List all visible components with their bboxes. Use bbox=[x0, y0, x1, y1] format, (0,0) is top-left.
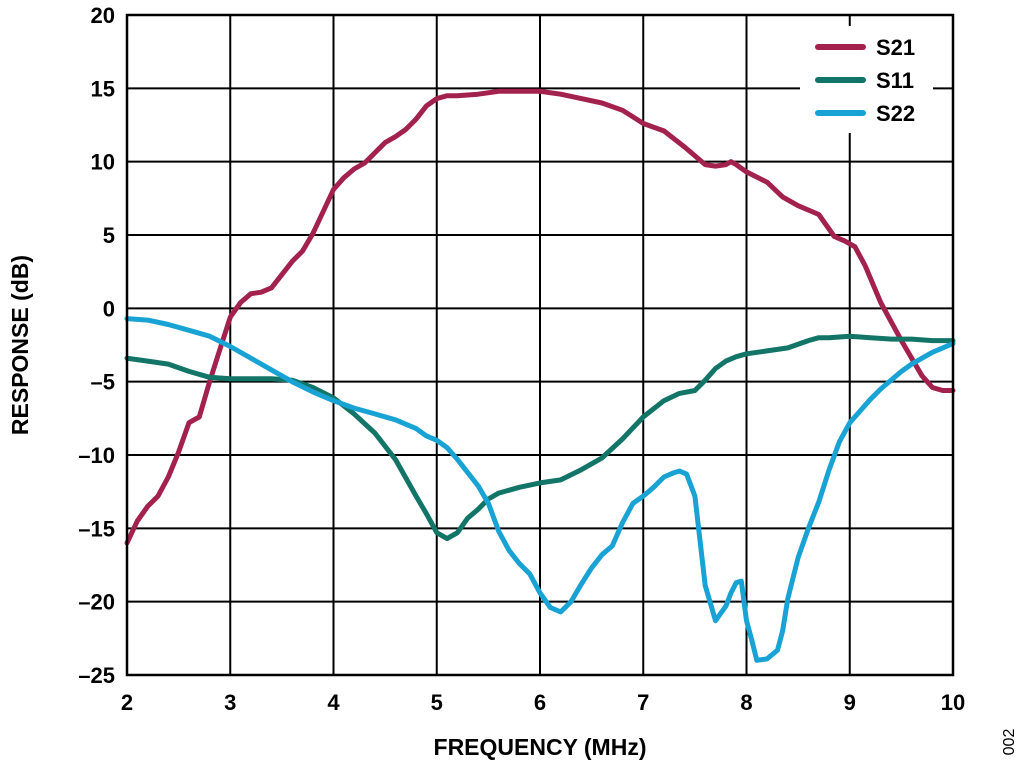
series-line-s21 bbox=[124, 88, 956, 546]
x-tick-label: 10 bbox=[941, 690, 965, 715]
y-tick-label: 5 bbox=[103, 223, 115, 248]
y-tick-label: 0 bbox=[103, 296, 115, 321]
y-tick-label: –10 bbox=[78, 443, 115, 468]
x-axis-title: FREQUENCY (MHz) bbox=[434, 734, 647, 760]
y-tick-label: –20 bbox=[78, 590, 115, 615]
legend: S21 S11 S22 bbox=[815, 35, 915, 126]
series-line-s22 bbox=[124, 316, 956, 663]
x-tick-label: 9 bbox=[844, 690, 856, 715]
legend-label-s21: S21 bbox=[876, 35, 915, 60]
x-tick-label: 8 bbox=[740, 690, 752, 715]
y-tick-label: 10 bbox=[91, 150, 115, 175]
plot-frame bbox=[125, 13, 955, 677]
y-tick-label: 15 bbox=[91, 76, 115, 101]
x-tick-label: 2 bbox=[121, 690, 133, 715]
x-tick-label: 4 bbox=[327, 690, 340, 715]
figure-id: 002 bbox=[1001, 729, 1018, 756]
y-tick-label: –5 bbox=[91, 370, 115, 395]
x-tick-label: 3 bbox=[224, 690, 236, 715]
legend-label-s22: S22 bbox=[876, 101, 915, 126]
legend-label-s11: S11 bbox=[876, 68, 914, 93]
tick-labels: 2 3 4 5 6 7 8 9 10 20 15 10 5 0 –5 –10 –15 –20 –25 bbox=[78, 3, 965, 715]
y-tick-label: 20 bbox=[91, 3, 115, 28]
y-tick-label: –15 bbox=[78, 516, 115, 541]
x-tick-label: 7 bbox=[637, 690, 649, 715]
x-tick-label: 5 bbox=[431, 690, 443, 715]
y-tick-label: –25 bbox=[78, 663, 115, 688]
x-tick-label: 6 bbox=[534, 690, 546, 715]
series-group bbox=[124, 88, 956, 663]
y-axis-title: RESPONSE (dB) bbox=[7, 255, 33, 435]
